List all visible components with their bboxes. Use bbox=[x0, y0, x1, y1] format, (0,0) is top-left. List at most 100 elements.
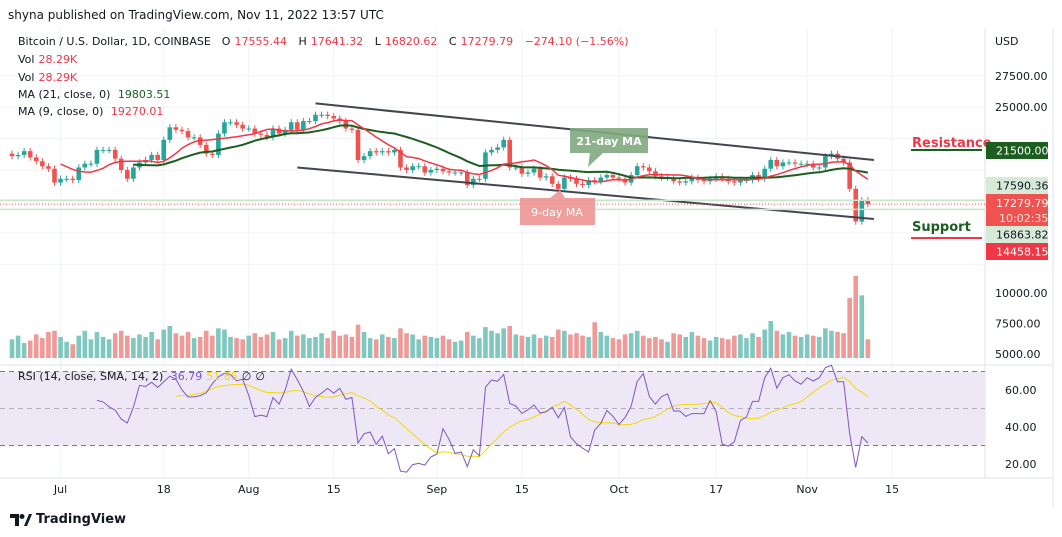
volume-bar bbox=[191, 338, 197, 358]
symbol-name[interactable]: Bitcoin / U.S. Dollar, 1D, COINBASE bbox=[18, 35, 211, 48]
candle-body bbox=[671, 177, 676, 182]
candle-body bbox=[434, 168, 440, 170]
volume-bar bbox=[288, 330, 294, 358]
candle-body bbox=[792, 162, 798, 164]
volume-bar bbox=[580, 335, 585, 358]
candle-body bbox=[131, 167, 136, 179]
candle-body bbox=[94, 149, 100, 164]
volume-bar bbox=[398, 328, 403, 358]
volume-bar bbox=[647, 338, 652, 358]
volume-bar bbox=[143, 336, 148, 358]
support-price-badge-bg bbox=[986, 243, 1048, 260]
volume-bar bbox=[525, 336, 531, 358]
volume-bar bbox=[665, 341, 670, 358]
candle-body bbox=[252, 128, 258, 134]
ma21-legend[interactable]: MA (21, close, 0) 19803.51 bbox=[18, 88, 174, 101]
volume-bar bbox=[40, 338, 45, 358]
volume-bar bbox=[210, 335, 215, 358]
candle-body bbox=[361, 156, 367, 160]
candle-body bbox=[410, 166, 415, 170]
rsi-legend[interactable]: RSI (14, close, SMA, 14, 2) 36.79 51.85 ∅ ∅ bbox=[18, 370, 269, 383]
volume-bar bbox=[392, 338, 397, 358]
candle-body bbox=[301, 121, 306, 130]
volume-bar bbox=[64, 341, 69, 358]
candle-body bbox=[228, 122, 233, 124]
volume-bar bbox=[756, 336, 761, 358]
volume-bar bbox=[549, 336, 555, 358]
candle-body bbox=[355, 129, 361, 160]
volume-bar bbox=[798, 336, 804, 358]
low-line-price-badge-bg bbox=[986, 226, 1048, 243]
candle-body bbox=[294, 122, 300, 130]
price-tick-label: 25000.00 bbox=[995, 101, 1048, 114]
candle-body bbox=[428, 170, 434, 173]
ma21-callout-label: 21-day MA bbox=[576, 135, 642, 148]
support-label: Support bbox=[912, 220, 971, 235]
candle-body bbox=[853, 188, 859, 222]
candle-body bbox=[477, 178, 482, 180]
candle-body bbox=[319, 114, 324, 116]
volume-bar bbox=[367, 338, 373, 358]
volume-bar bbox=[228, 336, 233, 358]
volume-bar bbox=[653, 336, 658, 358]
candle-body bbox=[513, 167, 519, 169]
volume-bar bbox=[519, 335, 525, 358]
candle-body bbox=[222, 122, 227, 134]
vol-legend-2[interactable]: Vol 28.29K bbox=[18, 71, 81, 84]
last-price-badge-bg bbox=[986, 194, 1048, 226]
candle-body bbox=[604, 175, 610, 178]
volume-bar bbox=[640, 335, 646, 358]
change-value: −274.10 (−1.56%) bbox=[524, 35, 629, 48]
volume-bar bbox=[774, 330, 780, 358]
volume-bar bbox=[489, 330, 494, 358]
candle-body bbox=[258, 133, 264, 135]
volume-bar bbox=[738, 334, 743, 358]
ma9-legend[interactable]: MA (9, close, 0) 19270.01 bbox=[18, 105, 167, 118]
volume-bar bbox=[719, 338, 725, 358]
time-tick-label: Jul bbox=[53, 483, 67, 496]
time-tick-label: Oct bbox=[609, 483, 629, 496]
volume-bar bbox=[768, 321, 774, 358]
candle-body bbox=[46, 166, 51, 169]
price-chart[interactable]: 21-day MA 9-day MA Resistance Support USD 275… bbox=[0, 28, 1062, 508]
candle-body bbox=[489, 149, 494, 153]
rsi-line bbox=[96, 364, 869, 473]
ma9-line bbox=[60, 119, 869, 183]
volume-bar bbox=[622, 334, 628, 358]
candle-body bbox=[40, 161, 45, 167]
volume-bar bbox=[865, 339, 871, 358]
rsi-extra-value: ∅ bbox=[255, 370, 265, 383]
ma9-label: MA (9, close, 0) bbox=[18, 105, 104, 118]
ma21-label: MA (21, close, 0) bbox=[18, 88, 111, 101]
volume-bar bbox=[483, 327, 488, 358]
volume-bar bbox=[313, 336, 318, 358]
candle-body bbox=[307, 121, 312, 123]
volume-bar bbox=[628, 333, 634, 358]
candle-body bbox=[70, 178, 75, 181]
time-tick-label: 18 bbox=[157, 483, 171, 496]
candle-body bbox=[537, 168, 543, 178]
volume-bar bbox=[732, 335, 737, 358]
candle-body bbox=[592, 180, 598, 182]
volume-bar bbox=[428, 336, 434, 358]
candle-body bbox=[738, 180, 743, 183]
volume-bar bbox=[149, 332, 154, 358]
volume-bar bbox=[246, 335, 252, 358]
ma21-line bbox=[133, 124, 869, 180]
tradingview-logo[interactable]: TradingView bbox=[10, 512, 126, 527]
volume-bar bbox=[744, 338, 749, 358]
candle-body bbox=[458, 172, 464, 174]
candle-body bbox=[386, 151, 391, 153]
volume-bar bbox=[725, 339, 731, 358]
time-tick-label: Nov bbox=[796, 483, 818, 496]
volume-bar bbox=[197, 336, 203, 358]
volume-bar bbox=[507, 325, 513, 358]
candle-body bbox=[598, 177, 604, 182]
volume-bar bbox=[9, 339, 15, 358]
volume-bar bbox=[616, 339, 622, 358]
candle-body bbox=[798, 163, 804, 165]
candle-body bbox=[82, 163, 88, 168]
candle-body bbox=[531, 168, 537, 173]
volume-bar bbox=[568, 334, 573, 358]
vol-legend-1[interactable]: Vol 28.29K bbox=[18, 53, 81, 66]
